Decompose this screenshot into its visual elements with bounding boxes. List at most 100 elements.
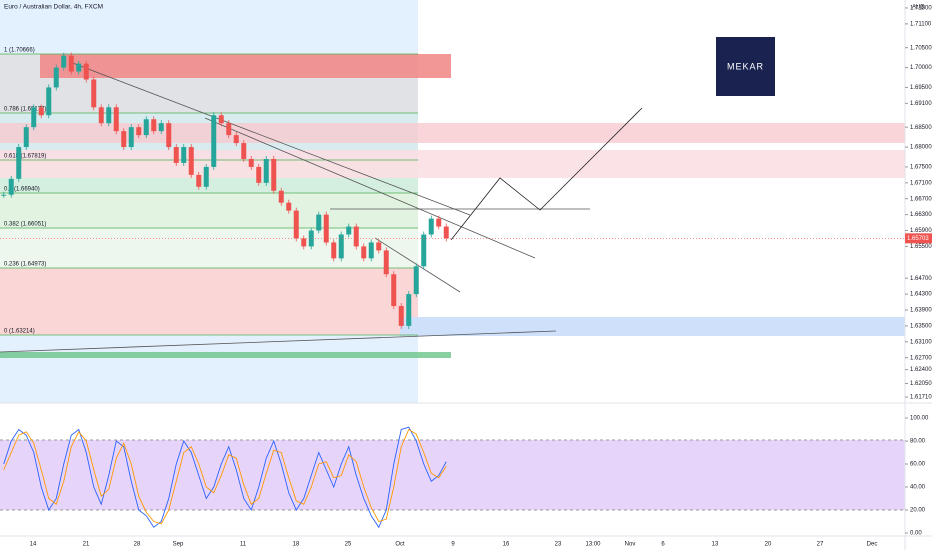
oscillator-band — [0, 440, 905, 510]
candle — [136, 127, 142, 136]
osc-tick-label: 100.00 — [910, 416, 929, 422]
x-label: 11 — [240, 542, 247, 548]
fib-label: 0.5 (1.66940) — [4, 187, 40, 193]
candle — [1, 194, 7, 196]
osc-line — [3, 426, 447, 529]
y-tick-label: 1.65900 — [910, 228, 932, 234]
projection-path — [450, 107, 643, 241]
y-tick-label: 1.67100 — [910, 180, 932, 186]
candle — [203, 166, 209, 187]
y-tick-label: 1.70000 — [910, 65, 932, 71]
candle — [443, 226, 449, 239]
supply-zone — [0, 150, 905, 178]
candle — [353, 226, 359, 247]
candle — [421, 234, 427, 267]
osc-tick-label: 80.00 — [910, 439, 926, 445]
candle — [278, 190, 284, 203]
osc-line — [3, 428, 447, 525]
candle — [158, 123, 164, 132]
candle — [226, 123, 232, 136]
candle — [151, 119, 157, 132]
fib-zone — [0, 193, 418, 228]
x-label: 13:00 — [585, 542, 601, 548]
candle — [23, 127, 29, 148]
y-tick-label: 1.69500 — [910, 85, 932, 91]
candle — [46, 87, 52, 116]
candle — [436, 218, 442, 227]
x-label: Nov — [625, 542, 636, 548]
currency: AUD — [912, 5, 925, 11]
logo-text: MEKAR — [727, 61, 764, 71]
candle — [83, 63, 89, 80]
candle — [166, 123, 172, 148]
y-tick-label: 1.65500 — [910, 244, 932, 250]
y-tick-label: 1.62050 — [910, 381, 932, 387]
candle — [98, 107, 104, 124]
candle — [398, 306, 404, 326]
candle — [248, 158, 254, 167]
x-label: Sep — [173, 542, 184, 548]
trend-lines — [0, 61, 590, 353]
candle — [383, 250, 389, 275]
fib-label: 1 (1.70666) — [4, 48, 35, 54]
last-price-box — [905, 233, 932, 244]
x-label: 18 — [293, 542, 300, 548]
candle — [211, 115, 217, 167]
candle — [76, 63, 82, 72]
fib-label: 0.618 (1.67819) — [4, 154, 46, 160]
osc-tick-label: 20.00 — [910, 508, 926, 514]
y-tick-label: 1.66300 — [910, 212, 932, 218]
osc-tick-label: 60.00 — [910, 462, 926, 468]
candle — [338, 234, 344, 259]
x-label: Dec — [867, 542, 878, 548]
x-label: 28 — [134, 542, 141, 548]
candle — [301, 238, 307, 247]
fib-label: 0.236 (1.64973) — [4, 262, 46, 268]
candle — [53, 67, 59, 88]
osc-tick-label: 0.00 — [910, 531, 922, 537]
candle — [331, 242, 337, 259]
candle — [31, 107, 37, 128]
candle — [286, 202, 292, 211]
last-price-label: 1.65703 — [907, 236, 929, 242]
fib-label: 0 (1.63214) — [4, 329, 35, 335]
y-tick-label: 1.63100 — [910, 339, 932, 345]
candle — [316, 214, 322, 231]
candle — [196, 174, 202, 187]
candle — [181, 147, 187, 163]
candle — [128, 127, 134, 148]
x-label: 21 — [83, 542, 90, 548]
candle — [413, 266, 419, 295]
y-tick-label: 1.63500 — [910, 323, 932, 329]
bg — [418, 228, 905, 240]
x-label: 16 — [503, 542, 510, 548]
candle — [271, 158, 277, 191]
candle — [173, 147, 179, 163]
x-label: 6 — [661, 542, 665, 548]
fib-label: 0.382 (1.66051) — [4, 222, 46, 228]
candle — [263, 158, 269, 183]
y-tick-label: 1.67500 — [910, 165, 932, 171]
support-zone — [0, 352, 451, 358]
fib-label: 0.786 (1.69177) — [4, 107, 46, 113]
candle — [361, 246, 367, 259]
y-tick-label: 1.62400 — [910, 367, 932, 373]
candle — [308, 230, 314, 247]
candle — [68, 55, 74, 72]
x-label: 23 — [555, 542, 562, 548]
candle — [188, 147, 194, 175]
candle — [376, 242, 382, 251]
candle — [391, 274, 397, 307]
candle — [256, 166, 262, 183]
y-tick-label: 1.71500 — [910, 6, 932, 12]
y-tick-label: 1.63900 — [910, 308, 932, 314]
x-label: 27 — [817, 542, 824, 548]
candle — [428, 218, 434, 235]
candle — [143, 119, 149, 136]
x-label: 25 — [345, 542, 352, 548]
y-tick-label: 1.71100 — [910, 21, 932, 27]
demand-zone — [400, 317, 905, 336]
candle — [121, 131, 127, 148]
x-label: 13 — [712, 542, 719, 548]
